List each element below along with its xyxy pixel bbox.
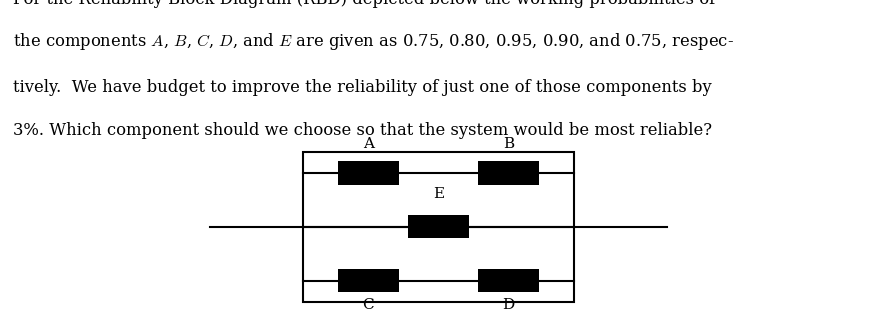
Text: the components $A$, $B$, $C$, $D$, and $E$ are given as 0.75, 0.80, 0.95, 0.90, : the components $A$, $B$, $C$, $D$, and $… [13,31,734,52]
Bar [303,152,574,302]
Bar [338,269,399,292]
Text: D: D [503,298,515,312]
Text: A: A [363,137,374,151]
Text: C: C [362,298,374,312]
Text: B: B [503,137,514,151]
Text: 3%. Which component should we choose so that the system would be most reliable?: 3%. Which component should we choose so … [13,122,712,140]
Text: E: E [433,187,444,201]
Bar [408,215,469,238]
Bar [478,161,539,185]
Bar [338,161,399,185]
Bar [478,269,539,292]
Text: tively.  We have budget to improve the reliability of just one of those componen: tively. We have budget to improve the re… [13,79,712,96]
Text: For the Reliability Block Diagram (RBD) depicted below the working probabilities: For the Reliability Block Diagram (RBD) … [13,0,716,8]
